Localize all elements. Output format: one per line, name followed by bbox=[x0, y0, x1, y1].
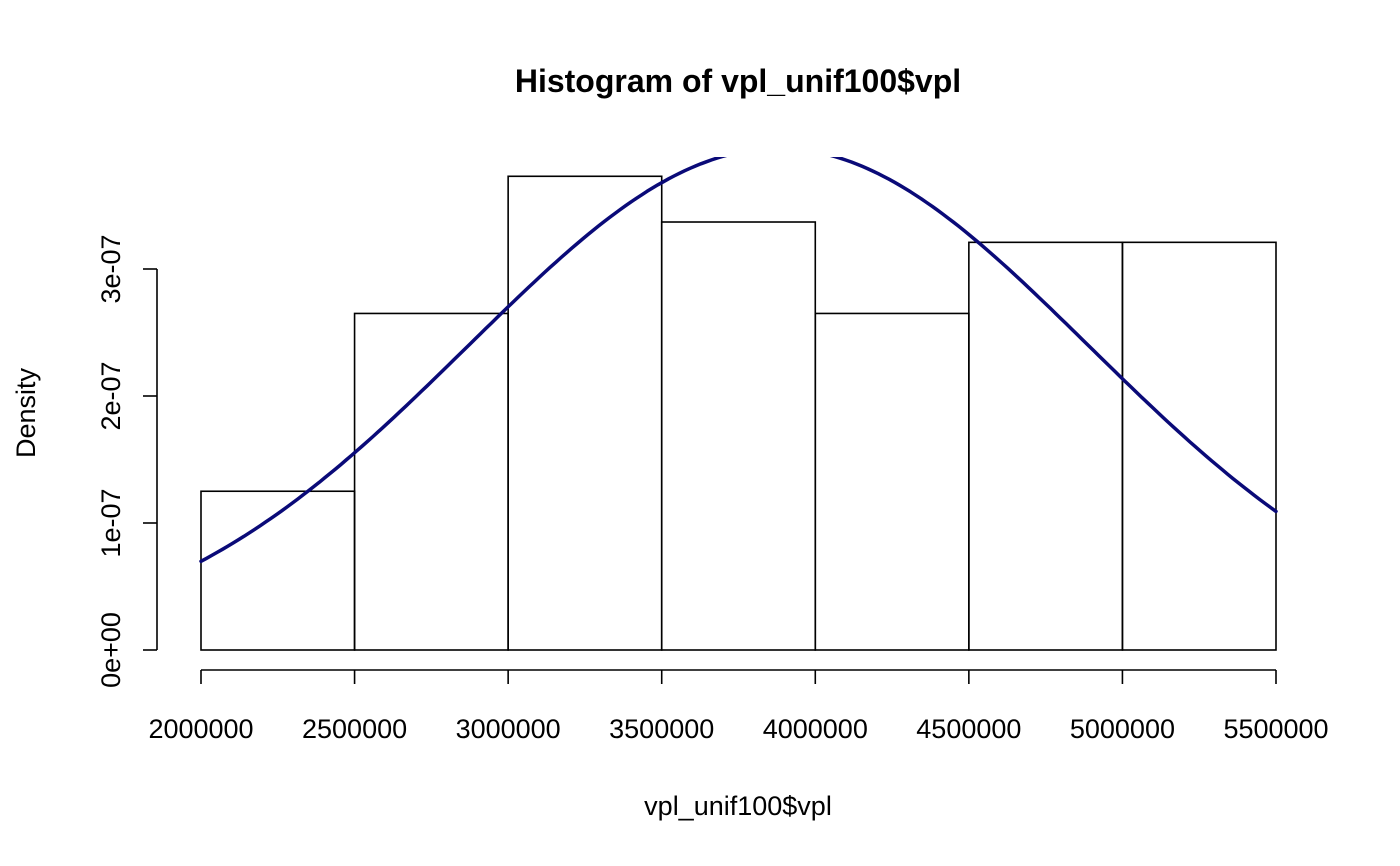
y-tick-label: 0e+00 bbox=[96, 612, 126, 688]
histogram-bar-7 bbox=[1121, 241, 1277, 651]
x-tick-label: 4500000 bbox=[916, 714, 1021, 744]
y-tick-label: 3e-07 bbox=[96, 234, 126, 303]
y-tick-label: 1e-07 bbox=[96, 488, 126, 557]
y-tick-label: 2e-07 bbox=[96, 361, 126, 430]
chart-title: Histogram of vpl_unif100$vpl bbox=[515, 63, 961, 99]
x-axis: 2000000 2500000 3000000 3500000 4000000 45000… bbox=[148, 669, 1329, 744]
histogram-bar-3 bbox=[507, 175, 663, 651]
y-axis: 0e+00 1e-07 2e-07 3e-07 bbox=[96, 234, 158, 688]
x-tick-label: 5000000 bbox=[1070, 714, 1175, 744]
histogram-bar-4 bbox=[660, 221, 817, 651]
x-tick-label: 2000000 bbox=[148, 714, 253, 744]
histogram-bar-5 bbox=[814, 312, 970, 651]
y-axis-label: Density bbox=[11, 367, 41, 458]
x-tick-label: 3500000 bbox=[609, 714, 714, 744]
x-tick-label: 5500000 bbox=[1223, 714, 1328, 744]
density-curve bbox=[199, 157, 1278, 564]
x-tick-label: 3000000 bbox=[456, 714, 561, 744]
x-tick-label: 4000000 bbox=[763, 714, 868, 744]
histogram-bars bbox=[200, 175, 1277, 651]
density-curve-layer bbox=[199, 157, 1278, 564]
x-tick-label: 2500000 bbox=[302, 714, 407, 744]
x-axis-label: vpl_unif100$vpl bbox=[644, 791, 832, 821]
histogram-bar-2 bbox=[353, 312, 509, 651]
